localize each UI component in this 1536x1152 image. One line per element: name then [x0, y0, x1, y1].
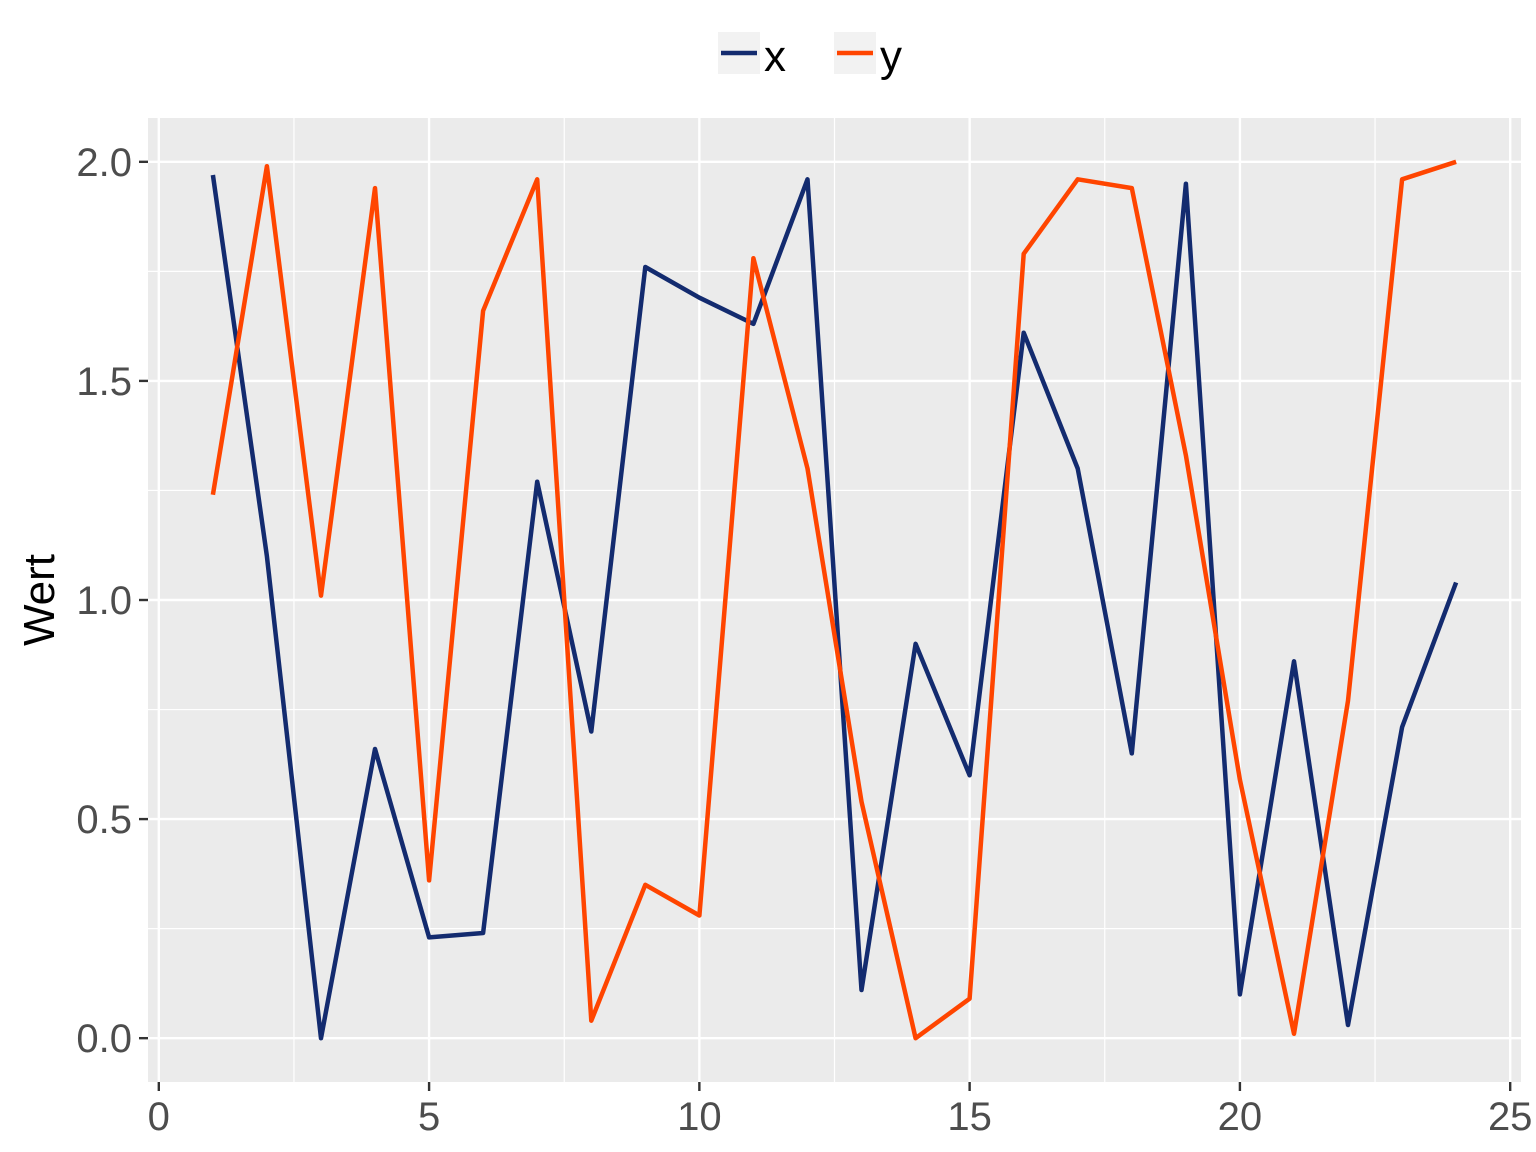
- y-tick-label: 1.5: [76, 360, 132, 404]
- legend-item-x: x: [718, 32, 786, 81]
- x-tick-label: 20: [1218, 1095, 1263, 1139]
- series-line-x: [210, 174, 1459, 1041]
- y-tick-label: 1.0: [76, 579, 132, 623]
- y-tick-label: 2.0: [76, 141, 132, 185]
- y-axis: 0.0 0.5 1.0 1.5 2.0: [76, 141, 148, 1061]
- legend-item-y: y: [834, 32, 902, 81]
- y-tick-label: 0.0: [76, 1017, 132, 1061]
- legend-label: x: [764, 32, 786, 81]
- x-tick-label: 5: [418, 1095, 440, 1139]
- series-line-y: [210, 159, 1457, 1041]
- x-tick-label: 10: [677, 1095, 722, 1139]
- series-layer: [210, 159, 1459, 1041]
- y-axis-title: Wert: [15, 554, 64, 646]
- x-tick-label: 15: [947, 1095, 992, 1139]
- legend-label: y: [880, 32, 902, 81]
- grid-major: [148, 118, 1521, 1082]
- y-tick-label: 0.5: [76, 798, 132, 842]
- x-tick-label: 0: [148, 1095, 170, 1139]
- x-tick-label: 25: [1488, 1095, 1533, 1139]
- x-axis: 0 5 10 15 20 25: [148, 1082, 1533, 1139]
